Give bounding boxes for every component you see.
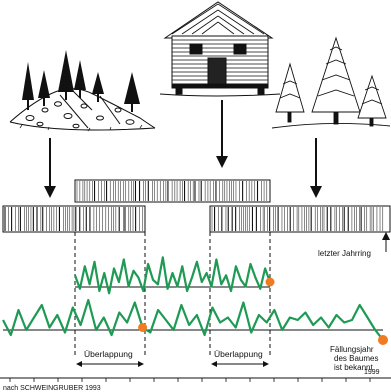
last-ring-marker [382,232,390,252]
last-ring-label: letzter Jahrring [318,249,371,258]
living-trees-illustration [271,36,391,129]
felling-label-line1: Fällungsjahr [330,345,374,354]
year-label: 1999 [364,369,380,376]
ring-width-curve-bottom [2,298,384,341]
overlap-arrow-right [211,361,269,367]
end-dot-top [265,277,275,287]
ruin-illustration [9,50,156,132]
overlap-arrow-left [76,361,144,367]
arrow-forest [310,138,322,198]
tree-ring-lines [4,181,384,231]
arrow-cabin [216,100,228,168]
felling-label-line3: ist bekannt [334,363,373,372]
source-credit: nach SCHWEINGRUBER 1993 [3,385,101,392]
felling-label-line2: des Baumes [334,354,378,363]
end-dot-felling [378,335,388,345]
end-dot-ruin [138,323,148,332]
ring-width-curve-top [73,256,272,295]
overlap-label-right: Überlappung [214,349,263,359]
time-axis-ticks [9,378,371,382]
arrow-ruin [44,138,56,198]
ring-strip-forest [209,205,391,233]
overlap-label-left: Überlappung [84,349,133,359]
log-cabin-illustration [159,1,281,97]
overlap-guides [74,232,271,356]
